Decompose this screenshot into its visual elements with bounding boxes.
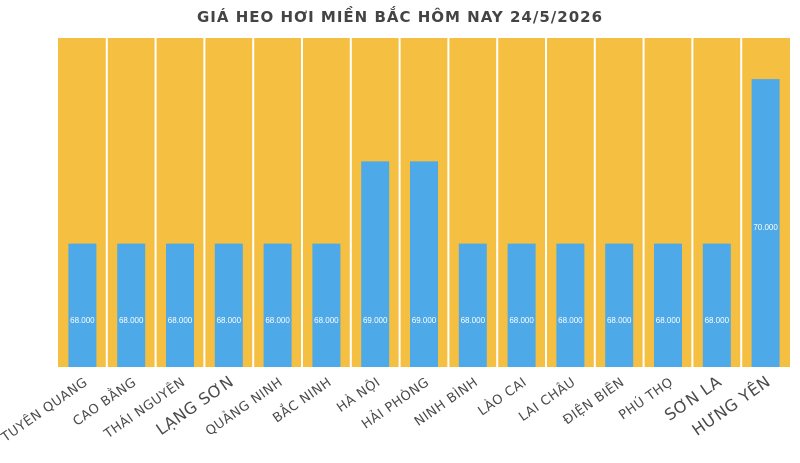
bar: [751, 79, 780, 367]
value-labels: 68.000 68.000 68.000 68.000 68.000 68.000 69.0…: [70, 223, 778, 325]
bar: [410, 161, 438, 367]
data-label: 70.000: [753, 223, 778, 232]
data-label: 68.000: [607, 316, 632, 325]
data-label: 68.000: [119, 316, 144, 325]
bar: [702, 243, 731, 367]
data-label: 69.000: [412, 316, 437, 325]
data-label: 68.000: [217, 316, 242, 325]
bar: [458, 243, 487, 367]
bar: [361, 161, 390, 367]
data-label: 68.000: [656, 316, 681, 325]
data-label: 68.000: [265, 316, 290, 325]
data-label: 68.000: [168, 316, 193, 325]
data-label: 68.000: [314, 316, 339, 325]
bar: [166, 243, 194, 367]
bar: [507, 243, 536, 367]
data-label: 68.000: [705, 316, 730, 325]
bar: [117, 243, 146, 367]
data-label: 69.000: [363, 316, 388, 325]
chart-title: GIÁ HEO HƠI MIỀN BẮC HÔM NAY 24/5/2026: [197, 5, 603, 26]
bar: [68, 243, 97, 367]
bar: [263, 243, 292, 367]
data-label: 68.000: [509, 316, 534, 325]
bar: [654, 243, 682, 367]
data-label: 68.000: [461, 316, 486, 325]
bar: [556, 243, 585, 367]
bar: [214, 243, 243, 367]
bar-series: [68, 79, 780, 367]
data-label: 68.000: [70, 316, 95, 325]
data-label: 68.000: [558, 316, 583, 325]
x-tick-label: TUYÊN QUANG: [0, 374, 91, 446]
bar: [605, 243, 634, 367]
bar: [312, 243, 341, 367]
